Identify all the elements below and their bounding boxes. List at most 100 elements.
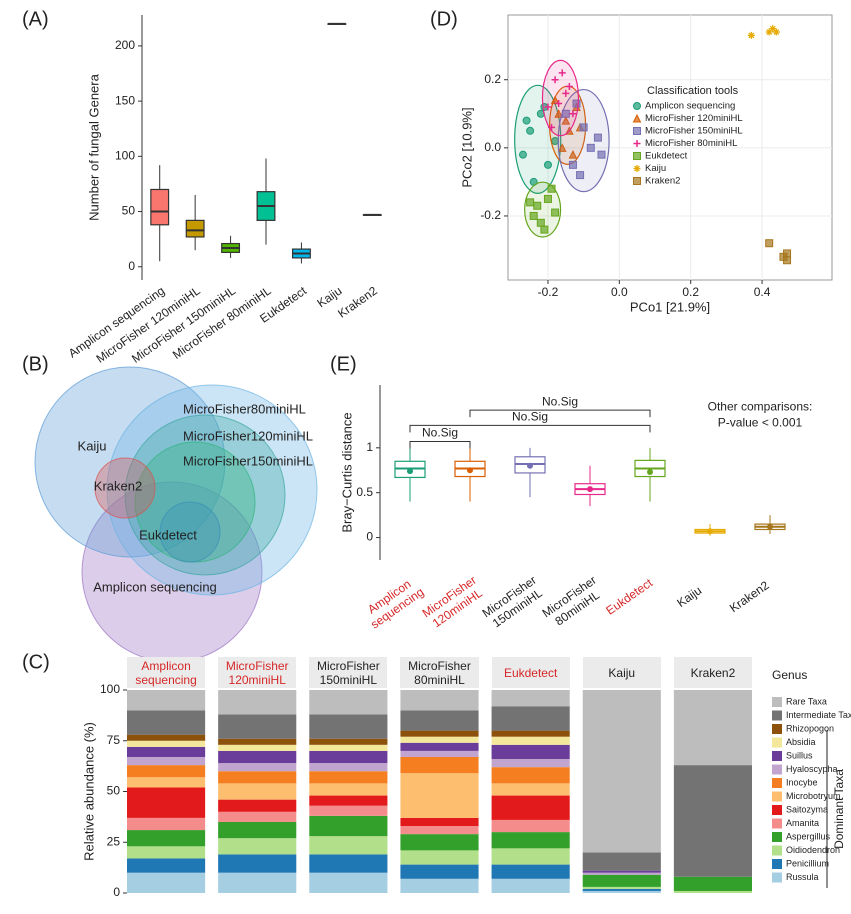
- bar-segment: [673, 890, 752, 893]
- x-tick-label: 0.2: [682, 285, 699, 299]
- note: Other comparisons:: [708, 400, 813, 414]
- venn-set: [94, 457, 156, 519]
- legend-swatch: [772, 710, 782, 721]
- mean-point: [707, 528, 713, 535]
- legend-label: Oidiodendron: [786, 845, 840, 855]
- point: [769, 25, 777, 33]
- note: P-value < 0.001: [718, 416, 803, 430]
- legend-marker: [633, 177, 641, 185]
- x-tick-label: -0.2: [538, 285, 559, 299]
- mean-point: [587, 486, 593, 493]
- bar-segment: [127, 846, 206, 859]
- bar-segment: [400, 742, 479, 751]
- point: [558, 69, 566, 77]
- point: [765, 28, 773, 36]
- bar-segment: [127, 777, 206, 788]
- y-tick-label: 0: [113, 885, 120, 899]
- annotation: No.Sig: [512, 410, 548, 424]
- bar-segment: [309, 854, 388, 873]
- venn-label: Eukdetect: [139, 527, 197, 542]
- venn-label: MicroFisher120miniHL: [183, 428, 313, 443]
- legend-label: Hyaloscypha: [786, 764, 838, 774]
- bracket: [409, 441, 471, 449]
- bar-segment: [582, 690, 661, 853]
- point: [783, 256, 792, 265]
- legend-label: Russula: [786, 872, 819, 882]
- bar-segment: [218, 783, 297, 800]
- legend-label: Suillus: [786, 750, 813, 760]
- point: [548, 123, 556, 131]
- bar-segment: [400, 834, 479, 851]
- bar-segment: [127, 746, 206, 757]
- bar-segment: [491, 690, 570, 707]
- bar-segment: [400, 756, 479, 774]
- bar-segment: [127, 787, 206, 818]
- legend-label: Kaiju: [645, 163, 666, 174]
- point: [772, 28, 780, 36]
- point: [747, 31, 755, 39]
- bar-segment: [309, 738, 388, 745]
- y-tick-label: 100: [115, 149, 135, 163]
- bar-segment: [400, 690, 479, 711]
- bar-segment: [309, 750, 388, 764]
- box: [185, 219, 205, 238]
- bar-segment: [127, 765, 206, 778]
- bar-segment: [218, 738, 297, 745]
- bracket: [409, 424, 651, 433]
- legend-swatch: [772, 751, 782, 761]
- point: [529, 211, 538, 220]
- point: [576, 171, 585, 180]
- y-tick-label: 1: [366, 440, 373, 454]
- legend-marker: [632, 113, 642, 123]
- point: [593, 133, 602, 142]
- bar-segment: [309, 690, 388, 715]
- bar-segment: [218, 750, 297, 764]
- legend-label: Amplicon sequencing: [645, 101, 735, 112]
- strip-label: MicroFisher 120miniHL: [218, 657, 297, 688]
- point: [568, 160, 577, 169]
- bar-segment: [400, 850, 479, 865]
- panel-label: (E): [330, 353, 357, 375]
- bar-segment: [400, 817, 479, 827]
- legend-label: Amanita: [786, 818, 819, 828]
- point: [562, 89, 570, 97]
- bar-segment: [491, 795, 570, 820]
- bar-segment: [491, 848, 570, 865]
- point: [568, 150, 578, 159]
- point: [586, 143, 595, 152]
- bar-segment: [582, 888, 661, 891]
- legend-label: Saitozyma: [786, 804, 828, 814]
- bar-segment: [491, 864, 570, 879]
- bar-segment: [491, 819, 570, 833]
- bar-segment: [218, 744, 297, 751]
- bar-segment: [491, 744, 570, 760]
- legend-label: Microbotryum: [786, 791, 841, 801]
- point: [543, 160, 552, 169]
- legend-label: Penicillium: [786, 858, 829, 868]
- bar-segment: [673, 690, 752, 766]
- point: [526, 198, 535, 207]
- y-axis-label: Number of fungal Genera: [86, 73, 101, 220]
- legend-label: MicroFisher 120miniHL: [645, 113, 743, 124]
- point: [783, 249, 792, 258]
- bar-segment: [582, 886, 661, 889]
- mean-point: [527, 462, 533, 469]
- legend-swatch: [772, 872, 782, 883]
- legend-label: Eukdetect: [645, 151, 688, 162]
- strip-label: Amplicon sequencing: [127, 657, 206, 688]
- bar-segment: [127, 756, 206, 766]
- legend-title: Classification tools: [647, 85, 739, 97]
- bar-segment: [491, 832, 570, 849]
- bar-segment: [582, 890, 661, 893]
- venn-label: MicroFisher80miniHL: [183, 401, 306, 416]
- y-tick-label: 200: [115, 38, 135, 52]
- legend-marker: [633, 127, 641, 135]
- y-tick-label: 0: [366, 530, 373, 544]
- legend-swatch: [772, 764, 782, 775]
- y-tick-label: 0.5: [356, 485, 373, 499]
- bar-segment: [127, 830, 206, 847]
- bar-segment: [309, 744, 388, 751]
- point: [565, 83, 573, 91]
- legend-swatch: [772, 832, 782, 842]
